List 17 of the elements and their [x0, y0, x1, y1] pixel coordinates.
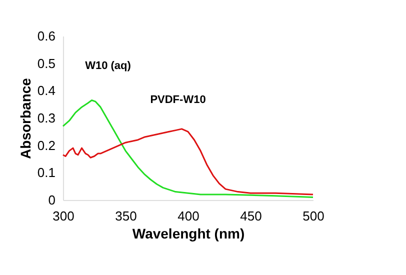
y-tick-label: 0 [48, 192, 56, 208]
x-axis-title: Wavelenght (nm) [132, 226, 245, 242]
line-series [62, 128, 314, 196]
text: PVDF-W10 [150, 94, 206, 106]
y-tick-label: 0.3 [37, 110, 56, 126]
x-tick-label: 350 [115, 208, 137, 224]
x-tick-label: 400 [178, 208, 200, 224]
x-tick-label: 450 [240, 208, 262, 224]
x-tick-label: 500 [302, 208, 324, 224]
y-axis-title: Absorbance [17, 78, 34, 159]
y-tick-label: 0.1 [37, 165, 56, 180]
y-tick-label: 0.4 [37, 83, 56, 98]
y-tick-label: 0.2 [37, 138, 56, 153]
x-tick-label: 300 [52, 208, 74, 224]
y-tick-label: 0.5 [37, 56, 56, 71]
y-tick-label: 0.6 [37, 28, 56, 44]
text: W10 (aq) [85, 60, 132, 72]
